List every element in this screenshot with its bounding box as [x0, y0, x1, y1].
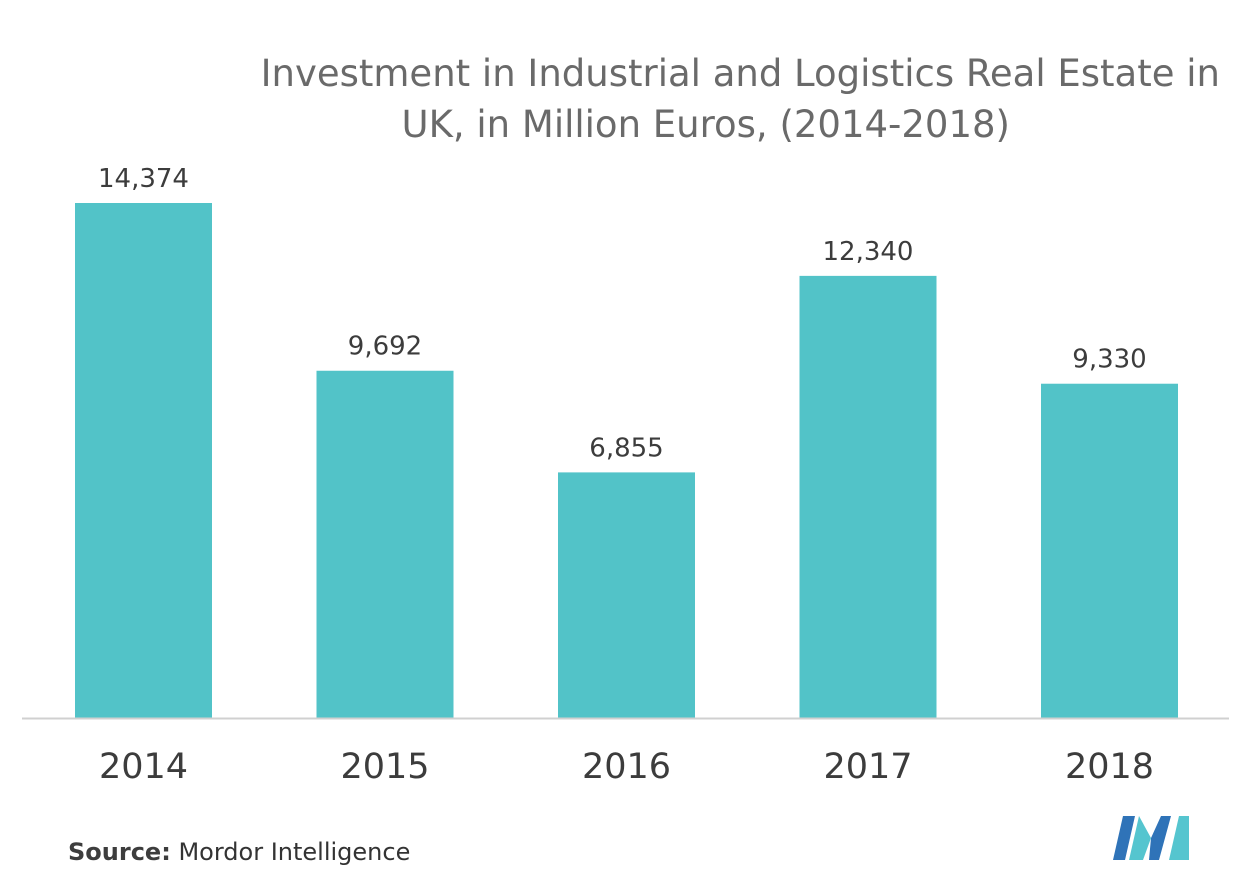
- chart-title-line-2: UK, in Million Euros, (2014-2018): [401, 103, 1010, 146]
- data-label-2014: 14,374: [98, 164, 189, 194]
- mordor-intelligence-logo-icon: [1113, 816, 1189, 860]
- bar-2014: [75, 203, 212, 718]
- x-tick-label-2015: 2015: [340, 747, 429, 787]
- x-tick-label-2014: 2014: [99, 747, 188, 787]
- bar-2017: [799, 275, 937, 718]
- x-tick-label-2017: 2017: [823, 747, 912, 787]
- data-label-2016: 6,855: [589, 433, 663, 463]
- source-note: Source: Mordor Intelligence: [68, 838, 410, 866]
- bar-2015: [316, 370, 454, 718]
- x-tick-label-2018: 2018: [1065, 747, 1154, 787]
- source-text: Mordor Intelligence: [178, 838, 411, 866]
- bar-2018: [1041, 383, 1178, 718]
- data-label-2018: 9,330: [1072, 345, 1146, 375]
- bar-2016: [558, 472, 695, 718]
- source-label: Source:: [68, 838, 171, 866]
- chart-title-line-1: Investment in Industrial and Logistics R…: [260, 52, 1220, 95]
- data-label-2015: 9,692: [348, 332, 422, 362]
- x-tick-label-2016: 2016: [582, 747, 671, 787]
- data-label-2017: 12,340: [823, 237, 914, 267]
